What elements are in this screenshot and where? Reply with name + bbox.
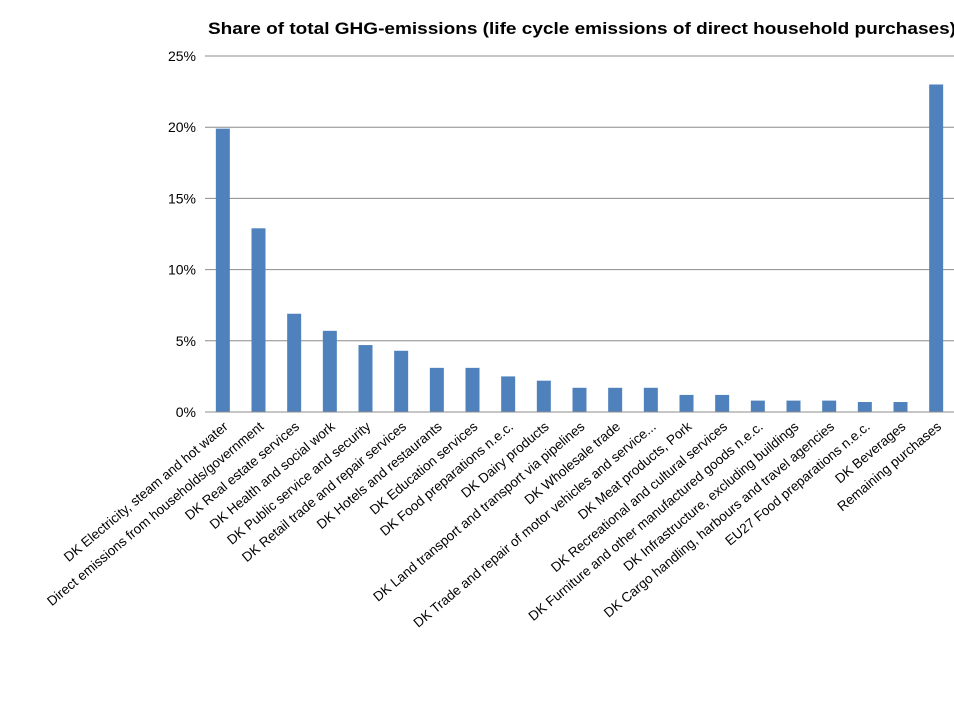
y-axis-tick-labels: 0% 5% 10% 15% 20% 25% bbox=[168, 48, 196, 420]
bar bbox=[679, 394, 694, 412]
bar bbox=[287, 313, 302, 412]
bar bbox=[215, 128, 230, 412]
bar bbox=[501, 376, 516, 412]
bar bbox=[786, 400, 801, 412]
bar bbox=[750, 400, 765, 412]
bar bbox=[465, 367, 480, 412]
y-tick-label: 5% bbox=[176, 333, 196, 349]
bar bbox=[893, 402, 908, 412]
y-tick-label: 10% bbox=[168, 262, 196, 278]
bars bbox=[215, 84, 944, 412]
bar bbox=[429, 367, 444, 412]
x-axis-tick-labels: DK Electricity, steam and hot waterDirec… bbox=[44, 418, 944, 630]
bar bbox=[572, 387, 587, 412]
y-tick-label: 25% bbox=[168, 48, 196, 64]
bar bbox=[536, 380, 551, 412]
bar bbox=[715, 394, 730, 412]
bar bbox=[643, 387, 658, 412]
y-tick-label: 15% bbox=[168, 190, 196, 206]
bar bbox=[322, 330, 337, 412]
bar bbox=[857, 402, 872, 412]
bar bbox=[608, 387, 623, 412]
chart-title: Share of total GHG-emissions (life cycle… bbox=[208, 19, 954, 38]
bar bbox=[929, 84, 944, 412]
bar bbox=[822, 400, 837, 412]
gridlines bbox=[205, 55, 954, 342]
y-tick-label: 0% bbox=[176, 404, 196, 420]
y-tick-label: 20% bbox=[168, 119, 196, 135]
bar bbox=[394, 350, 409, 412]
bar bbox=[358, 345, 373, 412]
bar bbox=[251, 228, 266, 412]
